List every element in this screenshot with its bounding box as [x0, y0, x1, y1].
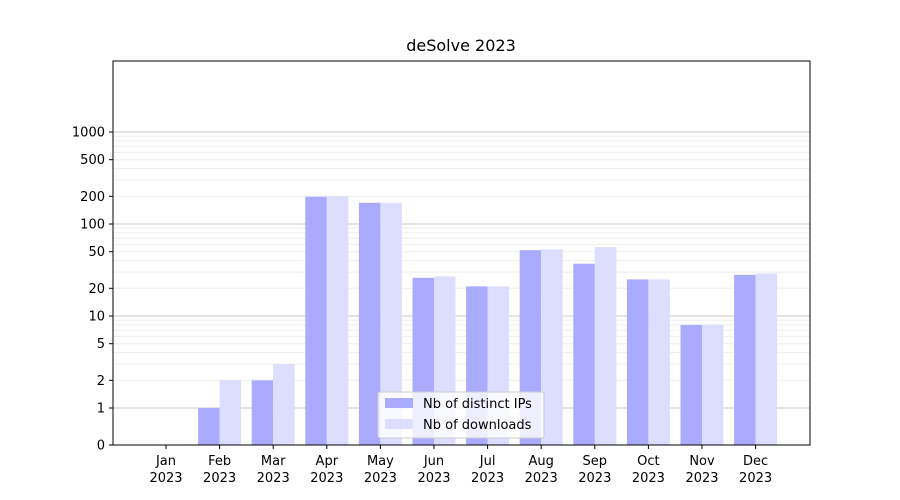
- bar-downloads: [541, 249, 563, 445]
- y-tick-label: 5: [97, 337, 105, 352]
- bar-distinct-ips: [198, 408, 220, 445]
- y-tick-label: 0: [97, 439, 105, 454]
- x-tick-label-year: 2023: [471, 471, 504, 486]
- y-tick-label: 2: [97, 374, 105, 389]
- bar-downloads: [594, 247, 617, 445]
- bar-distinct-ips: [680, 324, 702, 445]
- y-tick-label: 10: [88, 310, 105, 325]
- legend-swatch: [385, 419, 413, 429]
- legend-box: [377, 391, 545, 439]
- x-tick-label-year: 2023: [203, 471, 236, 486]
- grid: [113, 131, 810, 409]
- x-tick-label: Aug: [529, 454, 554, 469]
- y-tick-label: 20: [88, 282, 105, 297]
- y-tick-label: 50: [88, 245, 105, 260]
- x-tick-label-year: 2023: [685, 471, 718, 486]
- x-tick-label: Apr: [316, 454, 339, 469]
- x-tick-label: May: [367, 454, 394, 469]
- bar-downloads: [702, 324, 724, 445]
- x-tick-label: Dec: [743, 454, 768, 469]
- bar-distinct-ips: [358, 202, 381, 445]
- bar-distinct-ips: [305, 196, 327, 445]
- bar-distinct-ips: [626, 279, 649, 445]
- bar-downloads: [648, 279, 670, 445]
- bar-downloads: [273, 364, 295, 445]
- x-tick-label: Feb: [208, 454, 231, 469]
- x-tick-label-year: 2023: [578, 471, 611, 486]
- bar-distinct-ips: [734, 274, 756, 445]
- legend-label: Nb of distinct IPs: [423, 397, 532, 412]
- bar-downloads: [755, 273, 778, 445]
- x-tick-label-year: 2023: [632, 471, 665, 486]
- x-tick-label-year: 2023: [149, 471, 182, 486]
- x-axis: Jan 2023 Feb 2023 Mar 2023 Apr 2023 May 2023 Jun 20…: [149, 445, 772, 486]
- x-tick-label-year: 2023: [310, 471, 343, 486]
- x-tick-label: Mar: [261, 454, 286, 469]
- legend-swatch: [385, 398, 413, 408]
- x-tick-label: Sep: [583, 454, 608, 469]
- y-tick-label: 200: [80, 190, 105, 205]
- bar-downloads: [380, 202, 402, 445]
- x-tick-label-year: 2023: [525, 471, 558, 486]
- bar-distinct-ips: [573, 263, 595, 445]
- bar-downloads: [219, 380, 242, 445]
- x-tick-label: Nov: [689, 454, 715, 469]
- y-tick-label: 100: [80, 218, 105, 233]
- x-tick-label-year: 2023: [257, 471, 290, 486]
- x-tick-label: Jul: [479, 454, 496, 469]
- x-tick-label: Jan: [155, 454, 176, 469]
- y-tick-label: 1000: [72, 126, 105, 141]
- x-tick-label-year: 2023: [417, 471, 450, 486]
- x-tick-label: Jun: [423, 454, 444, 469]
- chart-title: deSolve 2023: [406, 36, 516, 55]
- bar-distinct-ips: [251, 380, 274, 445]
- x-tick-label-year: 2023: [364, 471, 397, 486]
- legend-label: Nb of downloads: [423, 418, 532, 433]
- y-tick-label: 500: [80, 153, 105, 168]
- bar-downloads: [326, 196, 349, 445]
- y-tick-label: 1: [97, 402, 105, 417]
- x-tick-label-year: 2023: [739, 471, 772, 486]
- y-axis: 0 1 2 5 10 20 50 100 200 500 1000: [72, 126, 113, 454]
- x-tick-label: Oct: [637, 454, 659, 469]
- legend: Nb of distinct IPs Nb of downloads: [377, 391, 545, 439]
- plot-frame: [112, 60, 811, 446]
